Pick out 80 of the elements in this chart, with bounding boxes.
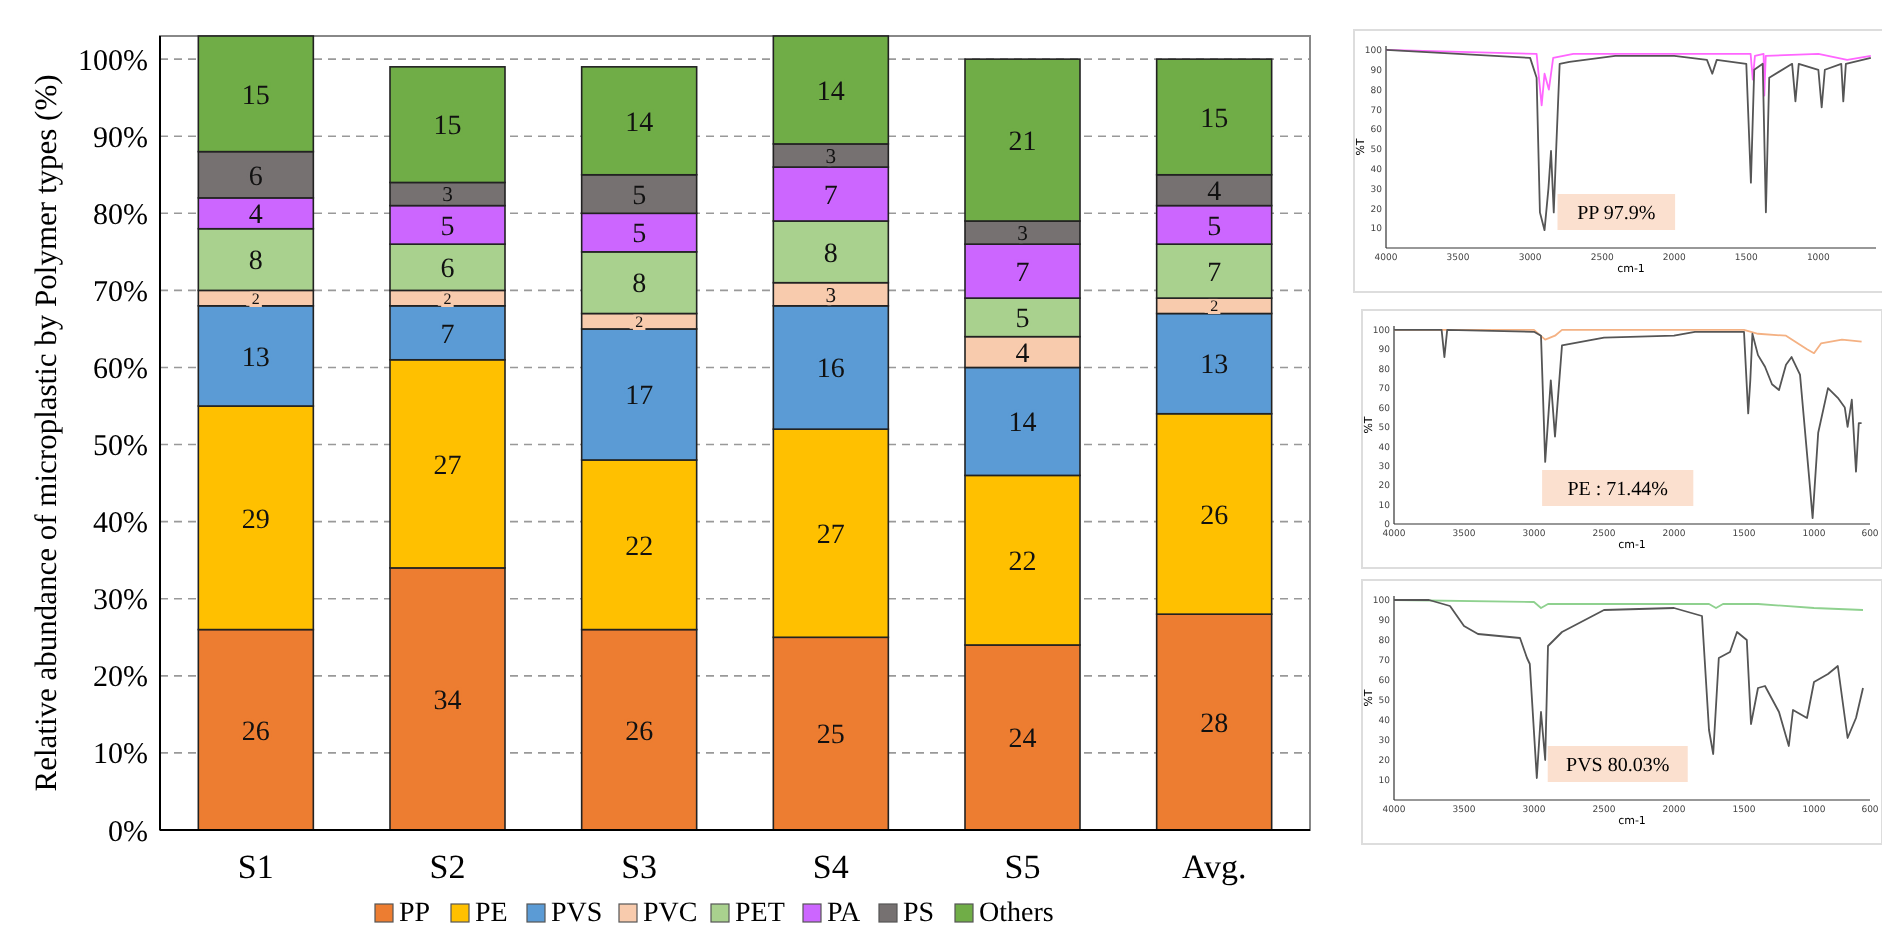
y-tick-label: 100%: [78, 45, 148, 78]
data-label: 28: [1200, 709, 1229, 740]
y-tick-label: 50%: [93, 431, 148, 464]
line-series: [1393, 328, 1863, 520]
y-tick-label: 80%: [93, 199, 148, 232]
data-label: 22: [1008, 547, 1037, 578]
data-label: 29: [241, 505, 270, 536]
data-label: 3: [1017, 223, 1028, 246]
data-label: 26: [625, 717, 654, 748]
data-label: 15: [1200, 104, 1229, 135]
data-label: 2: [443, 289, 452, 308]
data-label: 26: [1200, 501, 1229, 532]
data-label: 8: [632, 270, 647, 301]
legend-label: PVC: [643, 899, 698, 929]
data-label: 5: [632, 181, 647, 212]
data-label: 27: [816, 521, 845, 552]
data-label: 4: [1207, 177, 1222, 208]
x-tick-label: Avg.: [1181, 848, 1247, 886]
data-label: 15: [433, 112, 462, 143]
line-series: [1393, 599, 1864, 779]
data-label: 14: [816, 77, 845, 108]
legend-label: PS: [903, 899, 935, 929]
annotation: PE : 71.44%: [1567, 479, 1668, 501]
data-label: 6: [440, 255, 455, 286]
legend-label: PET: [735, 899, 786, 929]
y-tick-label: 60%: [93, 353, 148, 386]
x-tick-label: S2: [429, 848, 466, 886]
x-tick-label: S3: [621, 848, 658, 886]
annotation: PVS 80.03%: [1566, 755, 1670, 777]
data-label: 27: [433, 451, 462, 482]
data-label: 25: [816, 721, 845, 752]
data-label: 21: [1008, 127, 1037, 158]
y-tick-label: 0%: [108, 816, 148, 849]
data-label: 14: [1008, 409, 1037, 440]
data-label: 34: [433, 686, 462, 717]
data-label: 7: [1015, 258, 1030, 289]
data-label: 5: [440, 212, 455, 243]
data-label: 13: [1200, 351, 1229, 382]
x-tick-label: S1: [237, 848, 274, 886]
data-label: 8: [248, 247, 263, 278]
data-label: 6: [248, 162, 263, 193]
data-label: 2: [1210, 297, 1219, 316]
data-label: 2: [251, 289, 260, 308]
legend-label: Others: [979, 899, 1054, 929]
legend-label: PVS: [551, 899, 603, 929]
data-label: 5: [1015, 305, 1030, 336]
x-tick-label: S4: [812, 848, 850, 886]
data-label: 7: [440, 320, 455, 351]
y-tick-label: 30%: [93, 585, 148, 618]
data-label: 17: [625, 382, 654, 413]
data-label: 7: [1207, 258, 1222, 289]
data-label: 5: [1207, 212, 1222, 243]
data-label: 14: [625, 108, 654, 139]
data-label: 3: [825, 146, 837, 169]
data-label: 13: [241, 343, 270, 374]
data-label: 4: [1015, 339, 1030, 370]
y-tick-label: 40%: [93, 508, 148, 541]
y-tick-label: 90%: [93, 122, 148, 155]
legend-label: PA: [827, 899, 862, 929]
legend-label: PP: [399, 899, 431, 929]
y-tick-label: 20%: [93, 662, 148, 695]
data-label: 24: [1008, 725, 1037, 756]
data-label: 15: [241, 81, 270, 112]
data-label: 5: [632, 220, 647, 251]
data-label: 8: [823, 239, 838, 270]
data-label: 16: [816, 355, 845, 386]
data-label: 3: [442, 185, 453, 208]
data-label: 26: [241, 717, 270, 748]
legend-label: PE: [475, 899, 508, 929]
annotation: PP 97.9%: [1577, 203, 1656, 225]
y-tick-label: 10%: [93, 739, 148, 772]
data-label: 7: [823, 181, 838, 212]
data-label: 4: [248, 201, 263, 232]
x-tick-label: S5: [1004, 848, 1041, 886]
line-series: [1385, 49, 1872, 232]
y-tick-label: 70%: [93, 276, 148, 309]
data-label: 2: [635, 312, 644, 331]
data-label: 22: [625, 532, 654, 563]
y-axis-title: Relative abundance of microplastic by Polymer types (%): [30, 74, 64, 792]
data-label: 3: [825, 285, 837, 308]
